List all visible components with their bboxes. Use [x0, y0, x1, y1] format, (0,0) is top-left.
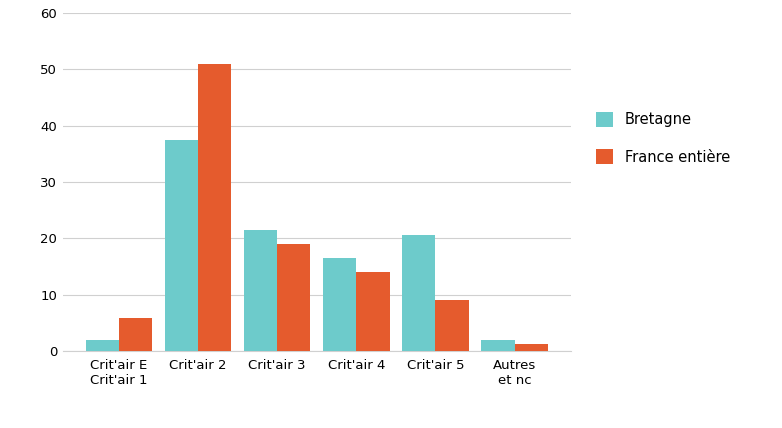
Bar [277, 244, 310, 351]
Bar [357, 272, 389, 351]
Bar [165, 140, 198, 351]
Bar [198, 64, 231, 351]
Bar [86, 340, 119, 351]
Bar [436, 300, 468, 351]
Bar [481, 340, 515, 351]
Bar [244, 230, 277, 351]
Bar [402, 235, 436, 351]
Bar [323, 258, 357, 351]
Legend: Bretagne, France entière: Bretagne, France entière [588, 105, 737, 172]
Bar [119, 318, 152, 351]
Bar [515, 344, 547, 351]
